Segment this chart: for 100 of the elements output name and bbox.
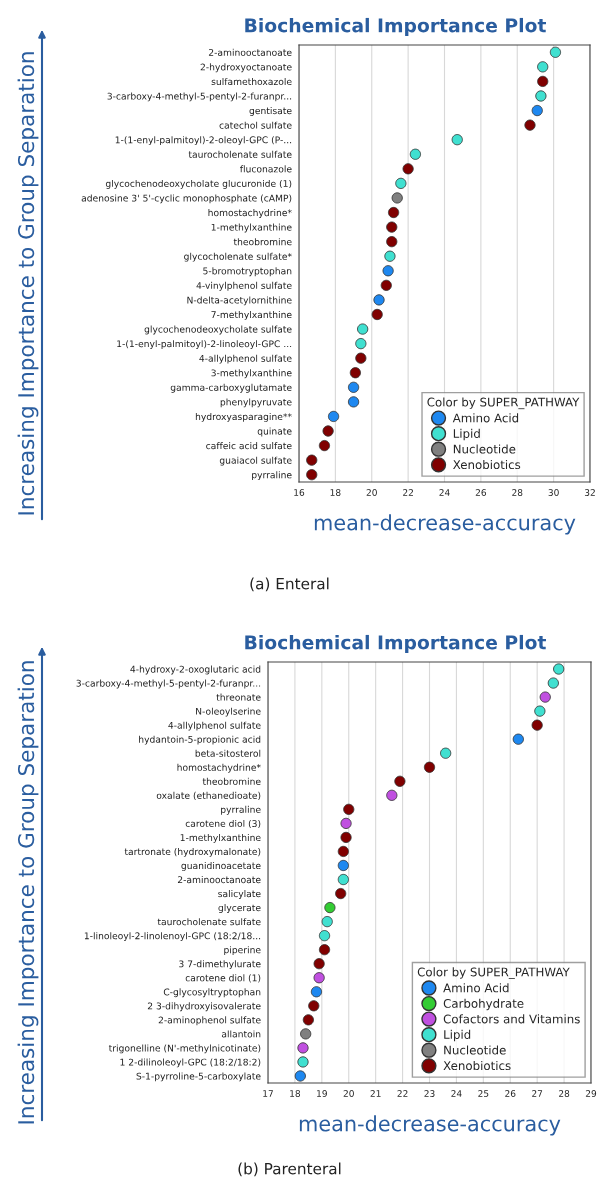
y-tick-label: 4-vinylphenol sulfate [196,281,292,291]
x-tick-label: 26 [475,489,487,496]
y-tick-label: 5-bromotryptophan [203,267,292,277]
y-tick-label: 3-carboxy-4-methyl-5-pentyl-2-furanpr... [107,92,292,102]
y-tick-label: 1-linoleoyl-2-linolenoyl-GPC (18:2/18... [84,932,261,942]
x-axis-title: mean-decrease-accuracy [299,1115,561,1136]
y-tick-label: 3 7-dimethylurate [179,960,261,970]
y-tick-label: 7-methylxanthine [211,311,292,320]
y-tick-label: N-delta-acetylornithine [187,296,292,306]
y-tick-label: pyrraline [221,805,261,815]
y-tick-label: adenosine 3' 5'-cyclic monophosphate (cAMP) [81,194,292,204]
x-tick-label: 17 [263,1090,273,1097]
y-tick-label: piperine [224,946,261,956]
legend-label: Nucleotide [444,1045,506,1055]
chart-title: Biochemical Importance Plot [245,634,546,654]
legend-title: Color by SUPER_PATHWAY [417,967,570,980]
y-tick-label: salicylate [218,890,261,899]
y-tick-label: 1-methylxanthine [211,223,292,233]
y-tick-label: 4-allylphenol sulfate [168,721,261,731]
y-tick-label: glycochenodeoxycholate sulfate [144,325,292,335]
y-tick-label: allantoin [221,1030,261,1038]
y-tick-label: taurocholenate sulfate [157,918,261,926]
y-tick-label: N-oleoylserine [196,707,261,717]
x-tick-label: 30 [548,489,559,496]
x-tick-label: 23 [424,1090,435,1097]
y-tick-label: phenylpyruvate [220,398,292,408]
x-tick-label: 21 [370,1090,381,1097]
x-tick-label: 24 [451,1090,462,1097]
x-tick-label: 18 [290,1090,301,1097]
text: (a) Enteral [250,577,329,592]
y-tick-label: 2 3-dihydroxyisovalerate [147,1002,261,1012]
y-tick-label: hydantoin-5-propionic acid [139,735,261,745]
y-axis-title: Increasing Importance to Group Separation [17,661,39,1124]
y-tick-label: 1-(1-enyl-palmitoyl)-2-oleoyl-GPC (P-... [115,136,292,146]
y-tick-label: guanidinoacetate [181,862,261,871]
x-tick-label: 19 [317,1090,327,1097]
legend-label: Lipid [453,428,480,441]
y-tick-label: 2-aminooctanoate [208,48,292,56]
y-tick-label: guaiacol sulfate [219,456,292,466]
legend-label: Xenobiotics [443,1060,511,1071]
x-tick-label: 22 [397,1090,408,1097]
y-tick-label: S-1-pyrroline-5-carboxylate [136,1072,261,1082]
legend-label: Cofactors and Vitamins [443,1014,580,1024]
x-axis-title: mean-decrease-accuracy [314,514,576,535]
y-tick-label: gentisate [249,107,292,116]
y-tick-label: trigonelline (N'-methylnicotinate) [108,1044,261,1054]
y-tick-label: catechol sulfate [219,121,292,129]
legend-title: Color by SUPER_PATHWAY [427,397,580,410]
legend-label: Lipid [444,1029,471,1042]
x-tick-label: 20 [366,489,377,496]
y-tick-label: glycocholenate sulfate* [184,252,292,262]
y-tick-label: homostachydrine* [208,209,292,218]
y-tick-label: 2-aminooctanoate [177,876,261,884]
legend-label: Amino Acid [443,983,509,993]
y-tick-label: 2-hydroxyoctanoate [200,63,292,73]
y-tick-label: homostachydrine* [177,763,261,773]
x-tick-label: 22 [403,489,413,496]
y-tick-label: 3-carboxy-4-methyl-5-pentyl-2-furanpr... [76,679,261,689]
y-tick-label: pyrraline [252,471,292,481]
y-tick-label: C-glycosyltryptophan [163,988,261,998]
y-tick-label: beta-sitosterol [195,749,261,757]
y-tick-label: glycerate [218,904,261,913]
x-tick-label: 24 [439,489,450,496]
x-tick-label: 29 [585,1090,597,1097]
y-tick-label: 4-hydroxy-2-oxoglutaric acid [130,665,261,675]
y-tick-label: 2-aminophenol sulfate [158,1016,261,1026]
y-tick-label: 3-methylxanthine [211,369,292,379]
y-tick-label: theobromine [202,777,261,785]
y-tick-label: hydroxyasparagine** [195,412,292,422]
y-tick-label: carotene diol (1) [185,974,261,983]
x-tick-label: 16 [294,489,305,496]
y-tick-label: fluconazole [240,165,292,173]
legend-label: Nucleotide [453,444,516,454]
y-tick-label: 1 2-dilinoleoyl-GPC (18:2/18:2) [120,1058,261,1068]
x-tick-label: 18 [330,489,341,496]
y-tick-label: threonate [216,693,261,701]
x-tick-label: 28 [512,489,523,496]
y-axis-title: Increasing Importance to Group Separation [17,52,39,515]
x-tick-label: 20 [343,1090,354,1097]
legend-label: Amino Acid [452,413,519,423]
y-tick-label: tartronate (hydroxymalonate) [124,847,261,857]
y-tick-label: 4-allylphenol sulfate [199,354,292,364]
legend-label: Xenobiotics [453,459,521,470]
y-tick-label: oxalate (ethanedioate) [156,791,261,801]
y-tick-label: sulfamethoxazole [211,77,292,86]
y-tick-label: theobromine [233,238,292,246]
y-tick-label: 1-methylxanthine [180,833,261,843]
y-tick-label: gamma-carboxyglutamate [170,383,292,393]
chart-title: Biochemical Importance Plot [245,17,546,37]
legend-label: Carbohydrate [443,998,524,1011]
x-tick-label: 32 [584,489,595,496]
y-tick-label: quinate [257,427,292,437]
y-tick-label: 1-(1-enyl-palmitoyl)-2-linoleoyl-GPC ... [117,340,292,350]
y-tick-label: glycochenodeoxycholate glucuronide (1) [105,179,292,189]
y-tick-label: taurocholenate sulfate [188,150,292,158]
x-tick-label: 28 [559,1090,570,1097]
y-tick-label: caffeic acid sulfate [206,442,292,450]
x-tick-label: 27 [532,1090,543,1097]
text: (b) Parenteral [238,1162,341,1177]
x-tick-label: 26 [505,1090,516,1097]
